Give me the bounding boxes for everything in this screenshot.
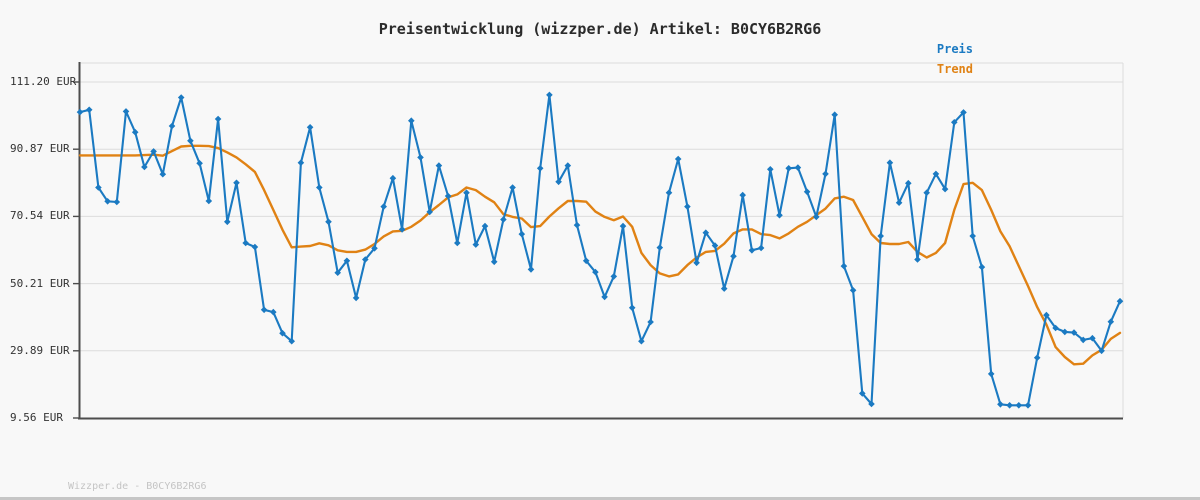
y-axis-tick-label: 50.21 EUR bbox=[10, 276, 70, 290]
trend-line bbox=[78, 144, 1122, 366]
y-axis-tick-label: 90.87 EUR bbox=[10, 142, 70, 156]
y-axis-tick-label: 9.56 EUR bbox=[10, 411, 63, 424]
y-axis-tick-label: 29.89 EUR bbox=[10, 343, 70, 357]
bottom-border-bar bbox=[0, 497, 1200, 500]
legend-item-trend: Trend bbox=[936, 62, 973, 76]
chart-title: Preisentwicklung (wizzper.de) Artikel: B… bbox=[378, 20, 822, 38]
y-axis-tick-label: 111.20 EUR bbox=[10, 75, 77, 88]
legend-item-preis: Preis bbox=[936, 42, 973, 56]
watermark-text: Wizzper.de - B0CY6B2RG6 bbox=[68, 481, 207, 492]
y-axis-tick-label: 70.54 EUR bbox=[10, 209, 70, 223]
chart-legend: Preis Trend bbox=[773, 39, 973, 79]
preis-line bbox=[78, 93, 1122, 407]
